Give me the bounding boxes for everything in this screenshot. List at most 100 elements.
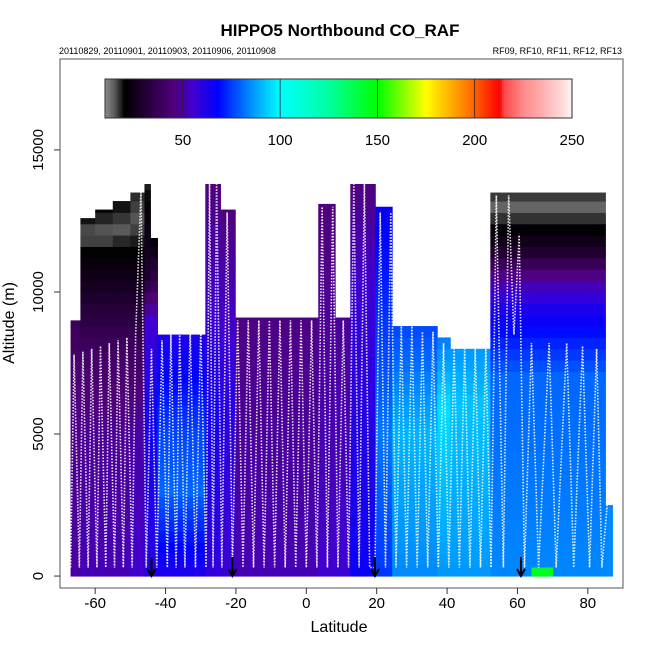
colorbar-tick-label: 50: [174, 132, 191, 149]
curtain-cell: [490, 496, 606, 509]
colorbar-cell: [377, 79, 380, 118]
curtain-cell: [220, 473, 236, 486]
curtain-cell: [157, 541, 206, 554]
curtain-cell: [335, 519, 351, 532]
colorbar-cell: [221, 79, 225, 118]
curtain-cell: [392, 507, 438, 520]
curtain-cell: [437, 519, 451, 532]
colorbar-cell: [229, 79, 232, 118]
curtain-cell: [437, 473, 451, 486]
colorbar-cell: [470, 79, 474, 118]
colorbar-cell: [558, 79, 561, 118]
curtain-cell: [144, 519, 151, 532]
curtain-cell: [130, 473, 145, 486]
curtain-cell: [235, 519, 319, 532]
curtain-cell: [318, 337, 336, 350]
curtain-cell: [392, 564, 438, 577]
curtain-cell: [95, 291, 114, 304]
curtain-cell: [144, 201, 151, 213]
curtain-cell: [80, 541, 96, 554]
curtain-cell: [450, 462, 491, 475]
curtain-cell: [95, 212, 114, 225]
curtain-cell: [220, 314, 236, 327]
curtain-cell: [375, 360, 393, 373]
colorbar-cell: [334, 79, 337, 118]
curtain-cell: [375, 291, 393, 304]
curtain-cell: [130, 382, 145, 395]
colorbar-cell: [544, 79, 548, 118]
curtain-cell: [80, 246, 96, 259]
colorbar-cell: [521, 79, 524, 118]
x-tick-label: 60: [509, 595, 526, 612]
curtain-cell: [70, 326, 81, 338]
curtain-cell: [392, 348, 438, 361]
curtain-cell: [490, 192, 606, 202]
colorbar-tick-label: 200: [462, 132, 487, 149]
curtain-cell: [437, 382, 451, 395]
curtain-cell: [490, 246, 606, 259]
curtain-cell: [335, 360, 351, 373]
colorbar-cell: [260, 79, 264, 118]
subtitle-dates: 20110829, 20110901, 20110903, 20110906, …: [59, 46, 276, 56]
curtain-cell: [80, 405, 96, 418]
curtain-cell: [220, 564, 236, 577]
curtain-cell: [318, 348, 336, 361]
curtain-cell: [350, 451, 376, 463]
curtain-cell: [112, 439, 131, 452]
curtain-cell: [350, 553, 376, 566]
curtain-cell: [130, 326, 145, 338]
colorbar-cell: [326, 79, 330, 118]
curtain-cell: [235, 439, 319, 452]
curtain-cell: [220, 530, 236, 543]
curtain-cell: [335, 348, 351, 361]
colorbar: 50 100 150 200 250: [104, 78, 585, 149]
y-tick-label: 15000: [30, 129, 47, 171]
curtain-cell: [205, 564, 221, 577]
curtain-cell: [95, 360, 114, 373]
curtain-cell: [375, 212, 393, 225]
curtain-cell: [335, 405, 351, 418]
colorbar-tick-label: 150: [365, 132, 390, 149]
curtain-cell: [80, 303, 96, 316]
curtain-cell: [220, 439, 236, 452]
colorbar-cell: [394, 79, 398, 118]
curtain-cell: [450, 485, 491, 498]
colorbar-cell: [365, 79, 369, 118]
colorbar-cell: [496, 79, 499, 118]
curtain-cell: [95, 314, 114, 327]
curtain-cell: [450, 496, 491, 509]
colorbar-cell: [116, 79, 120, 118]
curtain-cell: [150, 485, 158, 498]
curtain-cell: [335, 382, 351, 395]
colorbar-cell: [426, 79, 429, 118]
curtain-cell: [144, 223, 151, 236]
curtain-cell: [70, 416, 81, 429]
colorbar-cell: [359, 79, 363, 118]
colorbar-cell: [192, 79, 195, 118]
curtain-cell: [318, 360, 336, 373]
curtain-cell: [95, 394, 114, 407]
colorbar-tick-label: 100: [268, 132, 293, 149]
curtain-cell: [150, 348, 158, 361]
colorbar-cell: [560, 79, 563, 118]
colorbar-cell: [219, 79, 223, 118]
curtain-cell: [235, 496, 319, 509]
curtain-cell: [350, 485, 376, 498]
curtain-cell: [70, 530, 81, 543]
colorbar-cell: [295, 79, 299, 118]
flight-track: [69, 183, 608, 569]
colorbar-cell: [402, 79, 406, 118]
curtain-cell: [490, 382, 606, 395]
curtain-cell: [318, 405, 336, 418]
curtain-cell: [392, 394, 438, 407]
curtain-cell: [157, 485, 206, 498]
curtain-cell: [157, 530, 206, 543]
curtain-cell: [375, 485, 393, 498]
curtain-cell: [235, 507, 319, 520]
colorbar-cell: [381, 79, 384, 118]
curtain-cell: [205, 360, 221, 373]
curtain-cell: [112, 541, 131, 554]
colorbar-cell: [194, 79, 197, 118]
curtain-cell: [150, 439, 158, 452]
curtain-cell: [450, 451, 491, 463]
